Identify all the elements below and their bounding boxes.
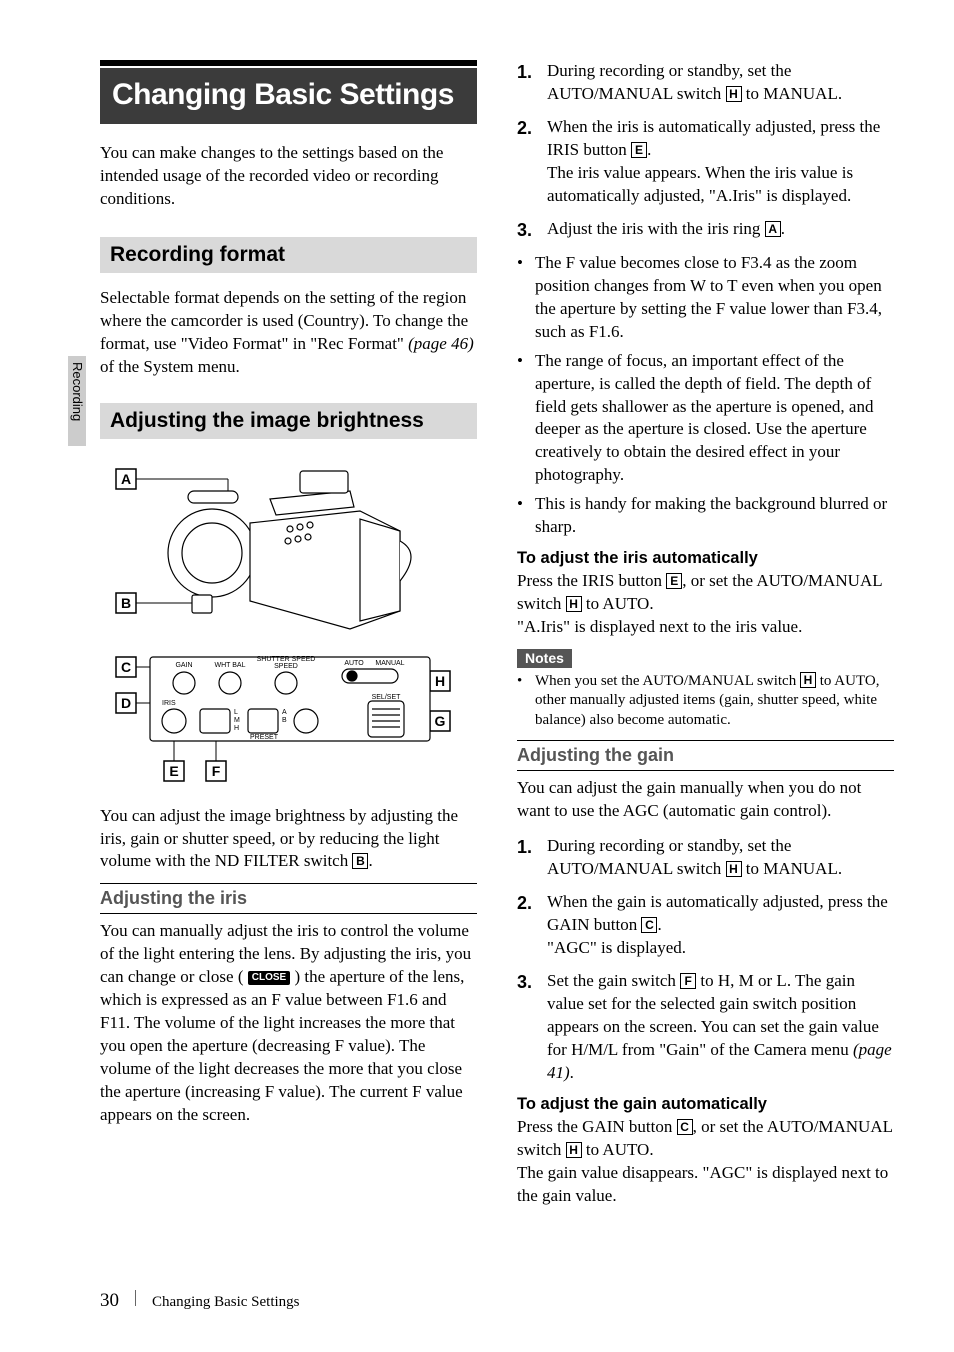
- list-item: •This is handy for making the background…: [517, 493, 894, 539]
- heading-adjust-brightness: Adjusting the image brightness: [100, 403, 477, 439]
- notes-list: •When you set the AUTO/MANUAL switch H t…: [517, 672, 894, 731]
- list-item: 3. Set the gain switch F to H, M or L. T…: [517, 970, 894, 1085]
- title-rule: [100, 60, 477, 66]
- recording-format-body: Selectable format depends on the setting…: [100, 287, 477, 379]
- svg-text:A: A: [121, 471, 131, 487]
- iris-body: You can manually adjust the iris to cont…: [100, 920, 477, 1126]
- heading-iris-auto: To adjust the iris automatically: [517, 549, 894, 568]
- svg-text:M: M: [234, 717, 240, 724]
- footer-title: Changing Basic Settings: [152, 1294, 300, 1311]
- step-num: 1.: [517, 60, 537, 106]
- step-num: 1.: [517, 835, 537, 881]
- ref-letter: H: [726, 86, 742, 102]
- svg-text:F: F: [212, 763, 221, 779]
- footer-page-number: 30: [100, 1290, 119, 1312]
- list-item: 1. During recording or standby, set the …: [517, 60, 894, 106]
- step-num: 2.: [517, 891, 537, 960]
- brightness-tail: .: [368, 851, 372, 870]
- notes-label: Notes: [517, 649, 572, 668]
- svg-text:WHT BAL: WHT BAL: [215, 662, 246, 669]
- ref-letter: H: [566, 596, 582, 612]
- svg-text:H: H: [435, 673, 445, 689]
- list-item: 1. During recording or standby, set the …: [517, 835, 894, 881]
- heading-gain-auto: To adjust the gain automatically: [517, 1095, 894, 1114]
- list-item: 2. When the gain is automatically adjust…: [517, 891, 894, 960]
- ref-letter-b: B: [352, 853, 368, 869]
- ref-letter: F: [680, 973, 696, 989]
- step-num: 3.: [517, 218, 537, 242]
- ref-letter: E: [666, 573, 682, 589]
- svg-text:L: L: [234, 709, 238, 716]
- brightness-body: You can adjust the image brightness by a…: [100, 805, 477, 874]
- svg-text:GAIN: GAIN: [175, 662, 192, 669]
- svg-text:SEL/SET: SEL/SET: [372, 694, 402, 701]
- svg-text:G: G: [435, 713, 446, 729]
- rf-page-ref: (page 46): [408, 334, 474, 353]
- svg-text:SHUTTER SPEED: SHUTTER SPEED: [257, 656, 316, 663]
- footer: 30 Changing Basic Settings: [100, 1290, 300, 1312]
- page-title: Changing Basic Settings: [100, 68, 477, 124]
- iris-bullets: •The F value becomes close to F3.4 as th…: [517, 252, 894, 539]
- right-column: 1. During recording or standby, set the …: [517, 60, 894, 1207]
- diagram-svg: A B C D E F G H: [100, 461, 456, 791]
- ref-letter: H: [566, 1142, 582, 1158]
- heading-recording-format: Recording format: [100, 237, 477, 273]
- ref-letter: E: [631, 142, 647, 158]
- left-column: Changing Basic Settings You can make cha…: [100, 60, 477, 1207]
- svg-text:AUTO: AUTO: [344, 660, 364, 667]
- ref-letter: C: [677, 1119, 693, 1135]
- svg-text:B: B: [121, 595, 131, 611]
- list-item: •The range of focus, an important effect…: [517, 350, 894, 488]
- ref-letter: A: [765, 221, 781, 237]
- ref-letter: H: [726, 861, 742, 877]
- h3-gain-wrap: Adjusting the gain: [517, 740, 894, 771]
- rf-body-2: of the System menu.: [100, 357, 240, 376]
- svg-text:H: H: [234, 725, 239, 732]
- step-num: 2.: [517, 116, 537, 208]
- svg-text:A: A: [282, 709, 287, 716]
- svg-text:MANUAL: MANUAL: [375, 660, 404, 667]
- camcorder-diagram: A B C D E F G H: [100, 461, 477, 791]
- gain-auto-body-2: The gain value disappears. "AGC" is disp…: [517, 1162, 894, 1208]
- side-tab-label: Recording: [70, 362, 85, 421]
- svg-text:E: E: [169, 763, 178, 779]
- gain-body: You can adjust the gain manually when yo…: [517, 777, 894, 823]
- heading-gain: Adjusting the gain: [517, 741, 894, 771]
- list-item: •When you set the AUTO/MANUAL switch H t…: [517, 672, 894, 731]
- step-num: 3.: [517, 970, 537, 1085]
- list-item: •The F value becomes close to F3.4 as th…: [517, 252, 894, 344]
- svg-text:SPEED: SPEED: [274, 663, 298, 670]
- footer-sep: [135, 1290, 136, 1306]
- list-item: 3. Adjust the iris with the iris ring A.: [517, 218, 894, 242]
- brightness-text: You can adjust the image brightness by a…: [100, 806, 458, 871]
- iris-steps: 1. During recording or standby, set the …: [517, 60, 894, 242]
- ref-letter: H: [800, 672, 816, 688]
- iris-b2: ) the aperture of the lens, which is exp…: [100, 967, 464, 1124]
- svg-text:C: C: [121, 659, 131, 675]
- gain-steps: 1. During recording or standby, set the …: [517, 835, 894, 1084]
- intro-text: You can make changes to the settings bas…: [100, 142, 477, 211]
- gain-auto-body: Press the GAIN button C, or set the AUTO…: [517, 1116, 894, 1162]
- side-tab: Recording: [68, 356, 86, 446]
- close-badge: CLOSE: [248, 971, 290, 985]
- iris-auto-body: Press the IRIS button E, or set the AUTO…: [517, 570, 894, 616]
- iris-auto-body-2: "A.Iris" is displayed next to the iris v…: [517, 616, 894, 639]
- list-item: 2. When the iris is automatically adjust…: [517, 116, 894, 208]
- svg-text:B: B: [282, 717, 287, 724]
- svg-text:IRIS: IRIS: [162, 700, 176, 707]
- ref-letter: C: [641, 917, 657, 933]
- svg-text:D: D: [121, 695, 131, 711]
- h3-iris-wrap: Adjusting the iris: [100, 883, 477, 914]
- svg-text:PRESET: PRESET: [250, 734, 279, 741]
- heading-iris: Adjusting the iris: [100, 884, 477, 914]
